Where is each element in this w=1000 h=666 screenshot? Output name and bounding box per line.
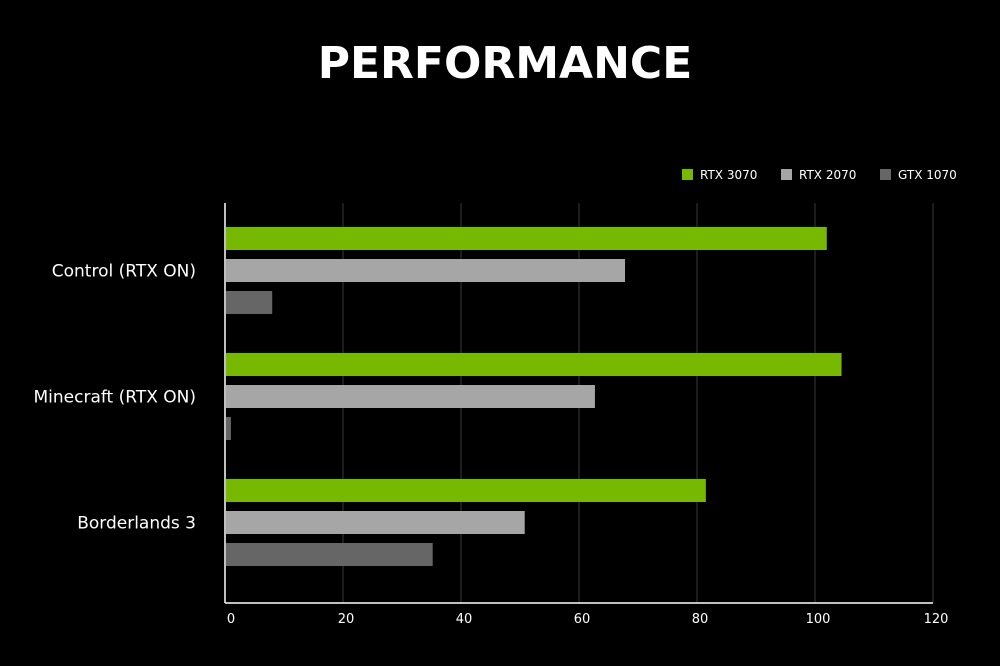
bar xyxy=(226,259,626,282)
legend-swatch xyxy=(880,169,891,180)
category-labels: Control (RTX ON) Minecraft (RTX ON) Border… xyxy=(33,262,196,534)
bar xyxy=(226,511,525,534)
bars xyxy=(226,227,842,566)
legend-swatch xyxy=(781,169,792,180)
legend-swatch xyxy=(682,169,693,180)
x-tick-label: 100 xyxy=(806,612,831,627)
category-label: Minecraft (RTX ON) xyxy=(33,388,196,408)
legend-label: RTX 2070 xyxy=(799,168,856,182)
x-tick-label: 60 xyxy=(574,612,591,627)
legend: RTX 3070 RTX 2070 GTX 1070 xyxy=(682,168,957,182)
legend-label: RTX 3070 xyxy=(700,168,757,182)
x-tick-label: 80 xyxy=(692,612,709,627)
bar xyxy=(226,543,433,566)
bar xyxy=(226,291,273,314)
chart-title: PERFORMANCE xyxy=(318,38,693,89)
x-tick-label: 120 xyxy=(924,612,949,627)
x-tick-label: 40 xyxy=(456,612,473,627)
x-tick-label: 20 xyxy=(338,612,355,627)
category-label: Borderlands 3 xyxy=(77,514,196,534)
bar xyxy=(226,227,827,250)
bar xyxy=(226,417,231,440)
bar xyxy=(226,353,842,376)
category-label: Control (RTX ON) xyxy=(52,262,196,282)
x-tick-label: 0 xyxy=(227,612,235,627)
x-axis-ticks: 0 20 40 60 80 100 120 xyxy=(227,612,949,627)
bar xyxy=(226,479,706,502)
bar xyxy=(226,385,595,408)
legend-label: GTX 1070 xyxy=(898,168,957,182)
